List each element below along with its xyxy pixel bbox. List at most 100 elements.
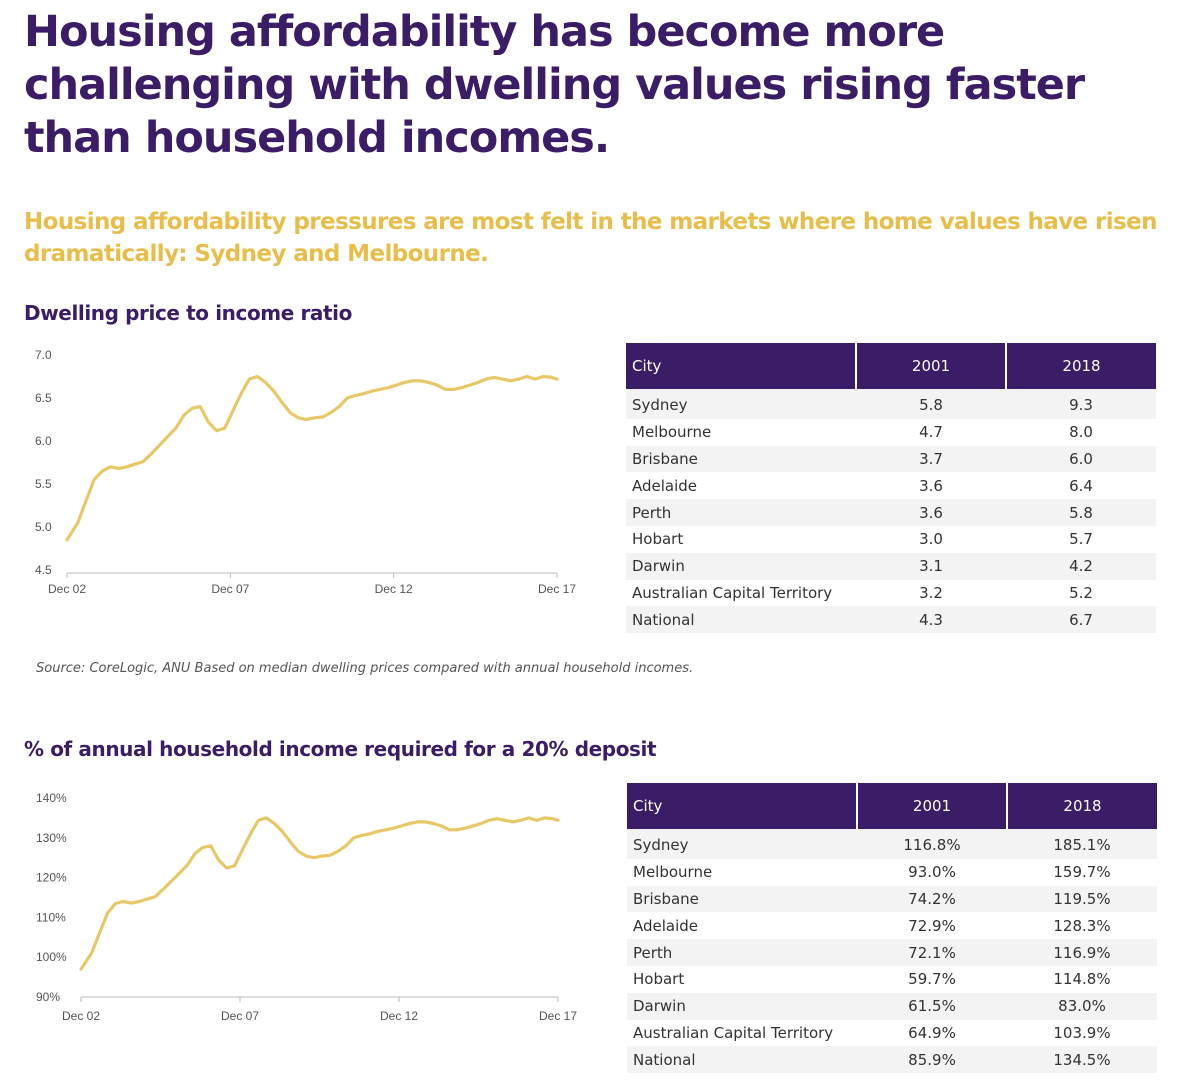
value-2018-cell: 185.1% [1007, 829, 1157, 859]
value-2001-cell: 5.8 [856, 389, 1006, 419]
x-tick-label: Dec 12 [380, 1009, 418, 1023]
table-row: Perth 72.1% 116.9% [627, 939, 1157, 966]
city-cell: National [627, 1046, 857, 1074]
value-2018-cell: 119.5% [1007, 885, 1157, 913]
table-row: Melbourne 93.0% 159.7% [627, 859, 1157, 886]
city-cell: Darwin [626, 552, 856, 580]
value-2001-cell: 72.1% [857, 939, 1007, 966]
value-2001-cell: 3.7 [856, 445, 1006, 473]
value-2001-cell: 59.7% [908, 970, 956, 989]
value-2018-cell: 134.5% [1007, 1046, 1157, 1074]
table-row: Australian Capital Territory 3.2 5.2 [626, 580, 1156, 607]
table-row: Adelaide 3.6 6.4 [626, 472, 1156, 499]
value-2018-cell: 6.4 [1069, 476, 1093, 495]
page-headline: Housing affordability has become more ch… [24, 7, 1085, 163]
table-row: Brisbane 74.2% 119.5% [627, 885, 1157, 913]
y-tick-label: 90% [36, 990, 60, 1004]
city-cell: Darwin [627, 992, 857, 1020]
deposit-income-chart: 90% 100% 110% 120% 130% 140% Dec 02 Dec 07 Dec 1… [36, 791, 577, 1023]
value-2018-cell: 128.3% [1053, 916, 1111, 935]
y-tick-label: 7.0 [35, 348, 52, 362]
table-row: National 85.9% 134.5% [627, 1046, 1157, 1074]
value-2001-cell: 64.9% [908, 1023, 956, 1042]
city-cell: Melbourne [632, 423, 712, 442]
value-2018-cell: 159.7% [1053, 863, 1111, 882]
table-header-row: City 2001 2018 [626, 343, 1156, 389]
table-row: Melbourne 4.7 8.0 [626, 419, 1156, 446]
city-cell: Hobart [633, 970, 685, 989]
value-2018-cell: 5.7 [1069, 530, 1093, 549]
value-2018-cell: 4.2 [1006, 552, 1156, 580]
y-tick-label: 5.0 [35, 520, 52, 534]
table-header-cell: 2001 [857, 783, 1008, 829]
series-line [65, 374, 559, 542]
table-row: Darwin 61.5% 83.0% [627, 992, 1157, 1020]
table-row: Australian Capital Territory 64.9% 103.9% [627, 1020, 1157, 1047]
chart2-title: % of annual household income required fo… [24, 737, 657, 761]
page-subheadline: Housing affordability pressures are most… [24, 209, 1157, 267]
x-tick-label: Dec 02 [48, 582, 86, 596]
city-cell: Australian Capital Territory [632, 583, 833, 602]
value-2001-cell: 3.2 [919, 583, 943, 602]
source-note: Source: CoreLogic, ANU Based on median d… [36, 661, 694, 676]
city-cell: Adelaide [633, 916, 699, 935]
table-row: National 4.3 6.7 [626, 606, 1156, 634]
y-tick-label: 100% [36, 950, 67, 964]
table-header-cell: 2018 [1006, 343, 1156, 389]
x-tick-label: Dec 12 [375, 582, 413, 596]
city-cell: National [626, 606, 856, 634]
value-2018-cell: 83.0% [1007, 992, 1157, 1020]
value-2018-cell: 8.0 [1069, 423, 1093, 442]
y-tick-label: 4.5 [35, 563, 52, 577]
value-2018-cell: 103.9% [1053, 1023, 1111, 1042]
table-row: Hobart 59.7% 114.8% [627, 966, 1157, 993]
y-tick-label: 110% [36, 910, 66, 924]
value-2001-cell: 3.6 [919, 476, 943, 495]
value-2001-cell: 72.9% [908, 916, 956, 935]
value-2001-cell: 3.6 [856, 499, 1006, 526]
city-cell: Hobart [632, 530, 684, 549]
x-tick-label: Dec 17 [538, 582, 576, 596]
table-header-cell: 2001 [856, 343, 1007, 389]
value-2001-cell: 4.3 [856, 606, 1006, 634]
x-tick-label: Dec 02 [62, 1009, 100, 1023]
series-line [79, 816, 560, 971]
value-2001-cell: 116.8% [857, 829, 1007, 859]
city-cell: Sydney [627, 829, 857, 859]
city-cell: Brisbane [627, 885, 857, 913]
value-2018-cell: 5.2 [1069, 583, 1093, 602]
table-row: Brisbane 3.7 6.0 [626, 445, 1156, 473]
value-2001-cell: 61.5% [857, 992, 1007, 1020]
table-row: Adelaide 72.9% 128.3% [627, 912, 1157, 939]
city-cell: Brisbane [626, 445, 856, 473]
y-tick-label: 140% [36, 791, 67, 805]
table-row: Perth 3.6 5.8 [626, 499, 1156, 526]
x-tick-label: Dec 07 [211, 582, 249, 596]
value-2018-cell: 6.0 [1006, 445, 1156, 473]
table-header-cell: City [626, 343, 857, 389]
chart1-title: Dwelling price to income ratio [24, 301, 352, 325]
table-header-cell: 2018 [1007, 783, 1157, 829]
y-tick-label: 6.5 [35, 391, 52, 405]
y-tick-label: 6.0 [35, 434, 52, 448]
table-header-cell: City [627, 783, 858, 829]
city-cell: Melbourne [633, 863, 713, 882]
price-income-chart: 4.5 5.0 5.5 6.0 6.5 7.0 Dec 02 Dec 07 Dec 12 Dec … [35, 348, 576, 596]
x-tick-label: Dec 07 [221, 1009, 259, 1023]
table-row: Hobart 3.0 5.7 [626, 526, 1156, 553]
deposit-income-table: City 2001 2018 Sydney 116.8% 185.1% Melbour… [627, 783, 1157, 1074]
y-tick-label: 5.5 [35, 477, 52, 491]
value-2018-cell: 114.8% [1053, 970, 1111, 989]
value-2001-cell: 93.0% [908, 863, 956, 882]
table-header-row: City 2001 2018 [627, 783, 1157, 829]
table-row: Sydney 5.8 9.3 [626, 389, 1156, 419]
table-row: Sydney 116.8% 185.1% [627, 829, 1157, 859]
value-2018-cell: 9.3 [1006, 389, 1156, 419]
value-2001-cell: 4.7 [919, 423, 943, 442]
value-2001-cell: 85.9% [857, 1046, 1007, 1074]
value-2001-cell: 3.0 [919, 530, 943, 549]
city-cell: Adelaide [632, 476, 698, 495]
value-2001-cell: 3.1 [856, 552, 1006, 580]
price-income-table: City 2001 2018 Sydney 5.8 9.3 Melbourne 4.7 8… [626, 343, 1156, 634]
table-row: Darwin 3.1 4.2 [626, 552, 1156, 580]
